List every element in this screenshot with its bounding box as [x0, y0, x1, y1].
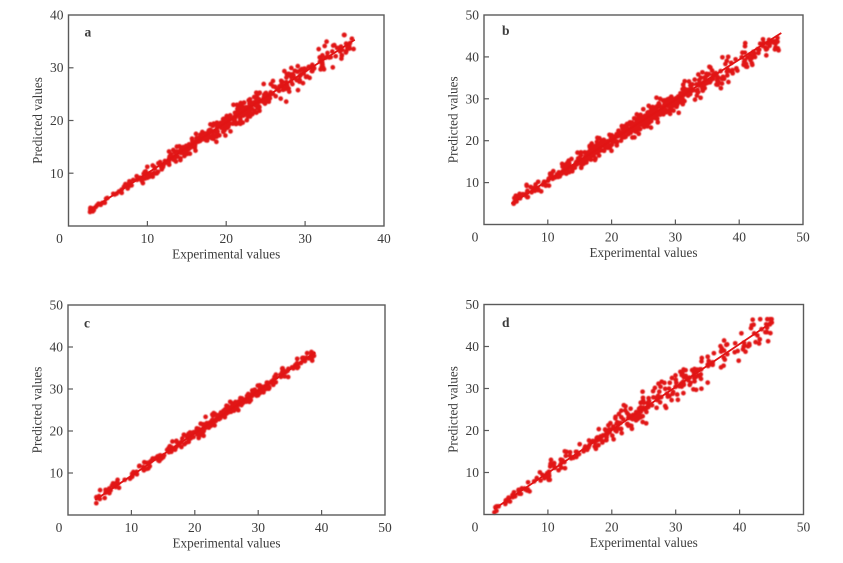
- svg-text:40: 40: [50, 8, 64, 23]
- svg-text:10: 10: [466, 465, 480, 480]
- svg-text:40: 40: [732, 230, 746, 245]
- svg-text:Predicted values: Predicted values: [30, 77, 45, 164]
- svg-text:30: 30: [50, 60, 64, 75]
- svg-text:10: 10: [541, 230, 555, 245]
- svg-text:40: 40: [50, 340, 64, 355]
- svg-text:d: d: [502, 315, 510, 330]
- svg-text:20: 20: [188, 520, 202, 535]
- svg-text:b: b: [502, 23, 510, 38]
- svg-text:c: c: [84, 316, 90, 331]
- svg-text:40: 40: [315, 520, 329, 535]
- svg-text:Experimental values: Experimental values: [590, 535, 698, 550]
- svg-text:30: 30: [251, 520, 265, 535]
- svg-text:10: 10: [50, 466, 64, 481]
- svg-text:10: 10: [466, 175, 480, 190]
- svg-text:10: 10: [125, 520, 139, 535]
- svg-text:30: 30: [50, 382, 64, 397]
- svg-text:50: 50: [466, 297, 480, 312]
- svg-text:0: 0: [472, 520, 479, 535]
- svg-text:10: 10: [141, 231, 155, 246]
- svg-text:Experimental values: Experimental values: [172, 247, 280, 262]
- svg-text:Predicted values: Predicted values: [446, 76, 461, 163]
- svg-text:50: 50: [797, 520, 811, 535]
- svg-text:10: 10: [50, 166, 64, 181]
- svg-text:30: 30: [669, 230, 683, 245]
- svg-text:Experimental values: Experimental values: [589, 245, 697, 260]
- svg-text:0: 0: [56, 520, 63, 535]
- svg-text:a: a: [85, 25, 92, 40]
- svg-text:0: 0: [56, 231, 63, 246]
- svg-text:Predicted values: Predicted values: [446, 366, 461, 453]
- svg-text:30: 30: [466, 91, 480, 106]
- svg-text:20: 20: [50, 113, 64, 128]
- svg-text:10: 10: [541, 520, 555, 535]
- svg-text:40: 40: [377, 231, 391, 246]
- svg-text:20: 20: [605, 230, 619, 245]
- svg-text:20: 20: [219, 231, 233, 246]
- svg-text:30: 30: [466, 381, 480, 396]
- svg-text:Predicted values: Predicted values: [30, 367, 45, 454]
- svg-text:20: 20: [50, 424, 64, 439]
- svg-text:40: 40: [466, 49, 480, 64]
- svg-text:30: 30: [298, 231, 312, 246]
- svg-text:20: 20: [466, 423, 480, 438]
- svg-text:20: 20: [605, 520, 619, 535]
- svg-text:0: 0: [472, 230, 479, 245]
- svg-text:30: 30: [669, 520, 683, 535]
- svg-text:40: 40: [466, 339, 480, 354]
- svg-text:50: 50: [378, 520, 392, 535]
- svg-text:20: 20: [466, 133, 480, 148]
- svg-text:50: 50: [466, 8, 480, 23]
- svg-text:50: 50: [796, 230, 810, 245]
- svg-text:40: 40: [733, 520, 747, 535]
- svg-text:50: 50: [50, 298, 64, 313]
- svg-text:Experimental values: Experimental values: [172, 536, 280, 551]
